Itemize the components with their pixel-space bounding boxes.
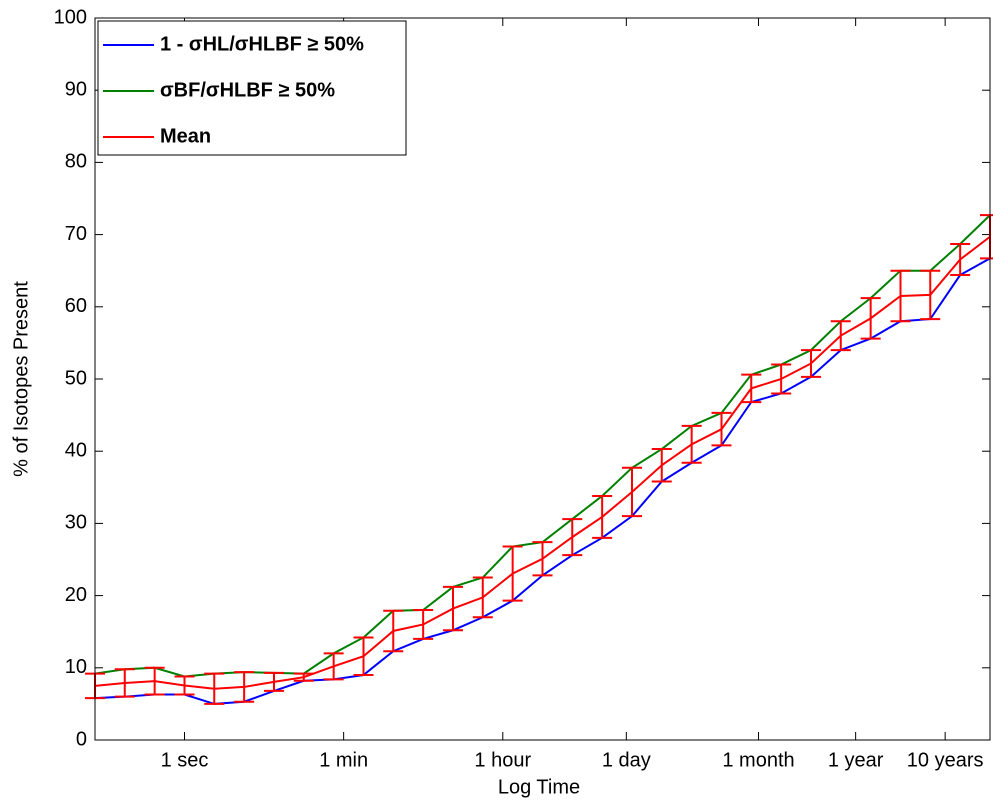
y-tick-label: 70	[65, 223, 87, 245]
error-bar	[950, 242, 971, 277]
x-axis-label: Log Time	[498, 776, 580, 798]
error-bar	[622, 466, 642, 518]
y-tick-label: 60	[65, 295, 87, 317]
error-bar	[144, 666, 165, 696]
error-bar	[293, 672, 314, 682]
y-tick-label: 0	[76, 728, 87, 750]
error-bar	[801, 349, 821, 378]
x-tick-label: 1 day	[602, 749, 651, 771]
y-tick-label: 20	[65, 584, 87, 606]
error-bar	[562, 518, 583, 557]
error-bar	[830, 320, 851, 352]
y-tick-label: 80	[65, 151, 87, 173]
y-tick-label: 30	[65, 512, 87, 534]
error-bar	[890, 269, 911, 323]
error-bar	[920, 269, 941, 321]
legend-label: σBF/σHLBF ≥ 50%	[160, 79, 335, 101]
error-bar	[204, 672, 225, 705]
plot-frame	[94, 17, 991, 741]
error-bar	[592, 494, 613, 539]
error-bar	[472, 576, 493, 619]
error-bar	[174, 675, 195, 696]
legend-label: 1 - σHL/σHLBF ≥ 50%	[160, 33, 364, 55]
error-bar	[711, 411, 732, 447]
y-tick-label: 50	[65, 367, 87, 389]
y-tick-label: 90	[65, 78, 87, 100]
x-tick-label: 10 years	[907, 749, 984, 771]
error-bar	[383, 609, 404, 653]
x-tick-label: 1 year	[828, 749, 884, 771]
legend-box	[97, 20, 407, 156]
error-bar	[353, 636, 374, 677]
error-bar	[234, 671, 255, 703]
error-bar	[443, 585, 463, 632]
y-axis-label: % of Isotopes Present	[10, 281, 32, 477]
legend-label: Mean	[160, 125, 211, 147]
error-bar	[114, 668, 135, 698]
x-tick-label: 1 hour	[474, 749, 531, 771]
error-bar	[741, 373, 762, 404]
error-bar	[502, 545, 523, 602]
y-tick-label: 100	[54, 6, 87, 28]
error-bar	[413, 609, 434, 640]
error-bar	[860, 297, 881, 340]
error-bar	[532, 541, 553, 577]
error-bar	[264, 671, 284, 692]
error-bar	[681, 424, 702, 464]
error-bar	[771, 363, 792, 395]
error-bar	[651, 448, 672, 483]
error-bar	[323, 652, 344, 681]
x-tick-label: 1 min	[319, 749, 368, 771]
x-tick-label: 1 month	[722, 749, 794, 771]
x-tick-label: 1 sec	[161, 749, 209, 771]
y-tick-label: 10	[65, 656, 87, 678]
y-tick-label: 40	[65, 439, 87, 461]
